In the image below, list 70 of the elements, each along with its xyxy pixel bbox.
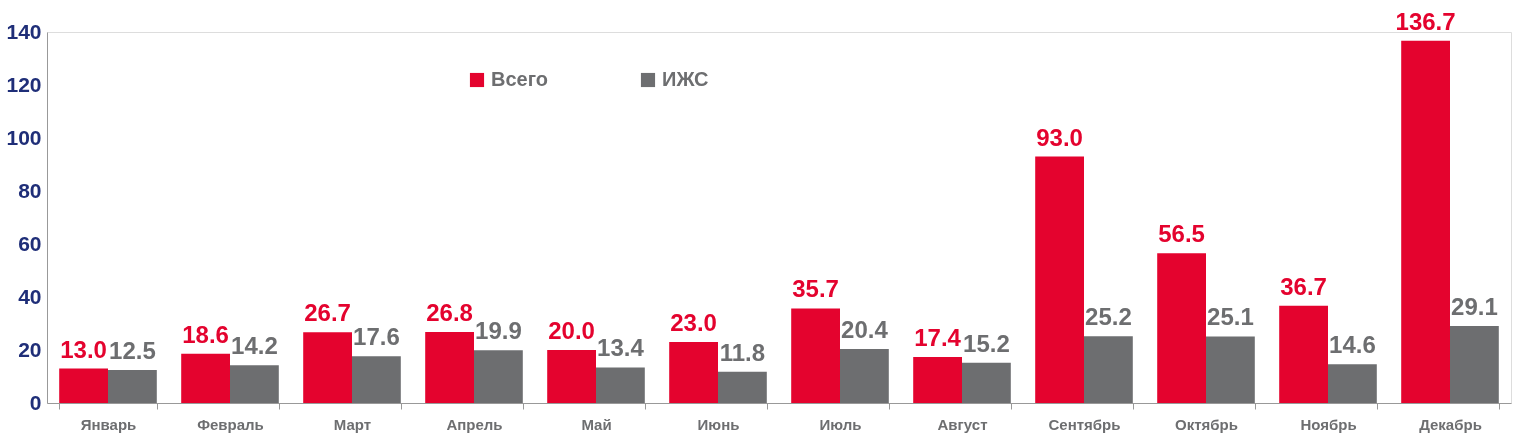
bar — [913, 356, 962, 403]
data-label: 56.5 — [1158, 220, 1205, 248]
bar — [230, 365, 279, 403]
data-label: 11.8 — [719, 338, 766, 366]
bar — [547, 350, 596, 403]
data-label: 25.2 — [1085, 303, 1132, 331]
bar — [1279, 305, 1328, 403]
data-label: 136.7 — [1395, 7, 1456, 35]
bar — [962, 362, 1011, 403]
bar — [718, 371, 767, 403]
x-tick-label: Февраль — [197, 415, 264, 433]
data-label: 14.2 — [231, 332, 278, 360]
data-label: 15.2 — [963, 329, 1010, 357]
data-label: 14.6 — [1329, 331, 1376, 359]
y-tick-label: 80 — [18, 178, 42, 202]
bar — [596, 367, 645, 403]
bar — [1328, 364, 1377, 403]
x-tick-label: Сентябрь — [1048, 415, 1121, 433]
y-tick-label: 140 — [6, 19, 42, 43]
y-tick-label: 20 — [18, 337, 42, 361]
bar — [181, 353, 230, 403]
x-tick-label: Декабрь — [1419, 415, 1482, 433]
x-tick-label: Ноябрь — [1300, 415, 1357, 433]
data-label: 26.8 — [426, 298, 473, 326]
data-label: 13.0 — [60, 335, 107, 363]
data-label: 13.4 — [597, 334, 645, 362]
data-label: 20.4 — [841, 315, 889, 343]
bar — [108, 369, 157, 403]
bar — [474, 350, 523, 403]
bar — [1401, 40, 1450, 403]
data-label: 36.7 — [1280, 272, 1327, 300]
data-label: 25.1 — [1207, 303, 1254, 331]
bar — [840, 348, 889, 403]
bar — [791, 308, 840, 403]
data-label: 18.6 — [182, 320, 229, 348]
x-tick-label: Июль — [819, 415, 862, 433]
x-tick-label: Октябрь — [1175, 415, 1238, 433]
x-tick-label: Август — [937, 415, 988, 433]
bar — [669, 342, 718, 403]
bar — [1084, 336, 1133, 403]
x-tick-label: Июнь — [697, 415, 740, 433]
y-tick-label: 40 — [18, 284, 42, 308]
bar — [303, 332, 352, 403]
y-tick-label: 100 — [6, 125, 42, 149]
x-tick-label: Апрель — [446, 415, 503, 433]
legend-label: Всего — [491, 68, 548, 90]
data-label: 26.7 — [304, 299, 351, 327]
bar — [1157, 253, 1206, 403]
x-tick-label: Май — [581, 415, 612, 433]
data-label: 29.1 — [1451, 292, 1498, 320]
y-tick-label: 60 — [18, 231, 42, 255]
x-tick-label: Март — [333, 415, 372, 433]
bar — [352, 356, 401, 403]
data-label: 20.0 — [548, 317, 595, 344]
bar — [59, 368, 108, 403]
data-label: 12.5 — [109, 336, 156, 364]
data-label: 23.0 — [670, 309, 717, 337]
data-label: 19.9 — [475, 317, 522, 345]
data-label: 17.4 — [914, 323, 962, 351]
y-tick-label: 120 — [6, 72, 42, 96]
bar — [1035, 156, 1084, 403]
x-tick-label: Январь — [80, 415, 137, 433]
bar — [425, 331, 474, 403]
bar — [1450, 325, 1499, 403]
y-tick-label: 0 — [29, 390, 42, 414]
bar — [1206, 336, 1255, 403]
data-label: 93.0 — [1036, 123, 1083, 151]
data-label: 17.6 — [353, 323, 400, 351]
data-label: 35.7 — [792, 275, 839, 303]
legend-label: ИЖС — [662, 68, 709, 90]
